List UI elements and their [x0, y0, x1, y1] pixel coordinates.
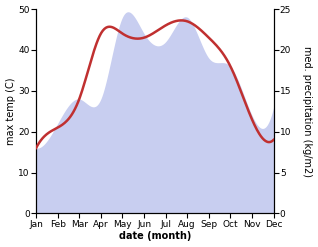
Y-axis label: med. precipitation (kg/m2): med. precipitation (kg/m2)	[302, 46, 313, 177]
Y-axis label: max temp (C): max temp (C)	[5, 78, 16, 145]
X-axis label: date (month): date (month)	[119, 231, 191, 242]
